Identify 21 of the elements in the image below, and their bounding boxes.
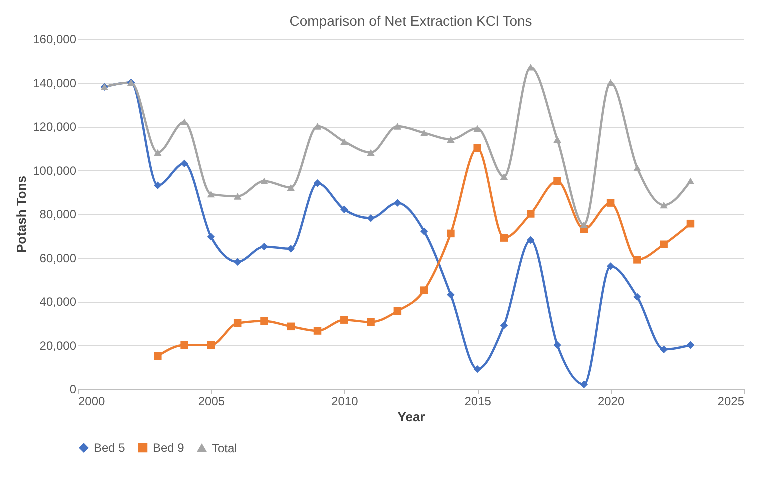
legend-label: Bed 5 bbox=[94, 441, 126, 456]
x-tick-label: 2010 bbox=[332, 394, 359, 408]
x-tick-label: 2015 bbox=[464, 394, 492, 408]
y-tick-label: 0 bbox=[70, 382, 77, 396]
y-tick-label: 20,000 bbox=[40, 338, 77, 353]
x-tick-label: 2020 bbox=[598, 394, 625, 408]
legend-label: Total bbox=[212, 441, 238, 456]
y-tick-label: 80,000 bbox=[40, 208, 77, 222]
chart-title: Comparison of Net Extraction KCl Tons bbox=[290, 13, 532, 29]
x-tick-label: 2005 bbox=[198, 394, 226, 408]
y-tick-label: 100,000 bbox=[33, 164, 77, 178]
y-tick-label: 120,000 bbox=[33, 120, 77, 134]
y-tick-label: 160,000 bbox=[33, 32, 77, 46]
x-axis-title: Year bbox=[398, 410, 426, 424]
legend-label: Bed 9 bbox=[153, 441, 185, 456]
y-tick-label: 140,000 bbox=[33, 76, 77, 90]
x-tick-label: 2025 bbox=[718, 394, 745, 408]
x-tick-label: 2000 bbox=[78, 394, 106, 408]
y-tick-label: 60,000 bbox=[40, 251, 77, 266]
y-tick-label: 40,000 bbox=[40, 295, 77, 309]
y-axis-title: Potash Tons bbox=[14, 176, 30, 254]
